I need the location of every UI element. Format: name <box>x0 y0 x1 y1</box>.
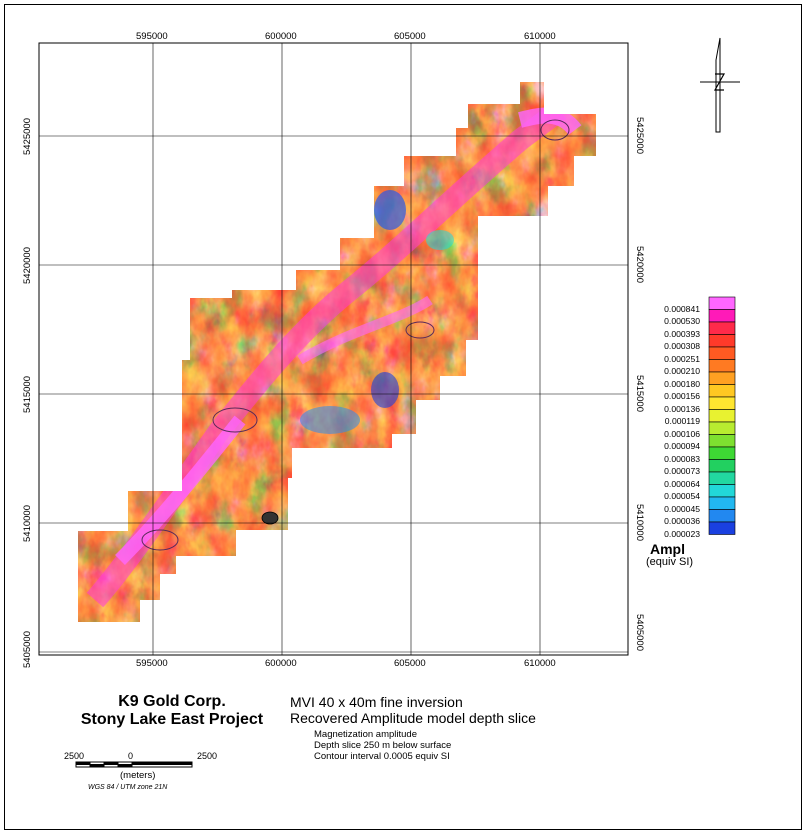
legend-swatch <box>708 396 736 410</box>
north-arrow-icon <box>700 37 740 133</box>
legend-value-label: 0.000023 <box>664 528 700 539</box>
legend-value-label: 0.000083 <box>664 453 700 464</box>
legend-swatch <box>708 459 736 473</box>
legend-value-label: 0.000530 <box>664 316 700 326</box>
legend-units: (equiv SI) <box>646 556 694 568</box>
legend-swatch <box>708 371 736 385</box>
y-tick-left-5415000: 5415000 <box>22 376 33 413</box>
coordinate-grid <box>39 43 628 655</box>
x-tick-top-610000: 610000 <box>524 31 556 42</box>
x-tick-top-595000: 595000 <box>136 31 168 42</box>
scale-right-label: 2500 <box>197 751 218 761</box>
scale-bar <box>75 761 193 768</box>
legend-swatch <box>708 471 736 485</box>
y-tick-right-5415000: 5415000 <box>634 375 645 412</box>
legend-swatch <box>708 446 736 460</box>
legend-swatch <box>708 384 736 398</box>
legend-value-label: 0.000119 <box>664 416 700 426</box>
amplitude-grid <box>78 82 596 622</box>
x-tick-bottom-610000: 610000 <box>524 658 556 669</box>
map-title-line-2: Recovered Amplitude model depth slice <box>290 710 536 726</box>
legend-swatch <box>708 509 736 523</box>
legend-value-label: 0.000045 <box>664 503 700 514</box>
legend-color-bar <box>708 296 736 535</box>
legend-title: Ampl <box>650 541 685 557</box>
legend-value-label: 0.000106 <box>664 428 700 439</box>
legend-value-label: 0.000251 <box>664 353 700 364</box>
legend-value-label: 0.000064 <box>664 478 700 489</box>
y-tick-right-5420000: 5420000 <box>634 246 645 283</box>
legend-swatch <box>708 434 736 448</box>
legend-swatch <box>708 346 736 360</box>
note-1: Magnetization amplitude <box>314 729 417 740</box>
legend-value-label: 0.000393 <box>664 328 700 339</box>
legend-value-label: 0.000073 <box>664 466 700 476</box>
x-tick-bottom-600000: 600000 <box>265 658 297 669</box>
y-tick-right-5410000: 5410000 <box>634 504 645 541</box>
y-tick-left-5405000: 5405000 <box>22 631 33 668</box>
legend-swatch <box>708 309 736 323</box>
y-tick-right-5425000: 5425000 <box>634 117 645 154</box>
legend-swatch <box>708 321 736 335</box>
y-tick-right-5405000: 5405000 <box>634 614 645 651</box>
y-tick-left-5420000: 5420000 <box>22 247 33 284</box>
x-tick-bottom-605000: 605000 <box>394 658 426 669</box>
legend-swatch <box>708 409 736 423</box>
scale-mid-label: 0 <box>128 751 134 761</box>
scale-left-label: 2500 <box>64 751 85 761</box>
legend-value-label: 0.000136 <box>664 403 700 414</box>
y-tick-left-5410000: 5410000 <box>22 505 33 542</box>
map-frame <box>4 4 802 830</box>
legend-swatch <box>708 484 736 498</box>
legend-value-label: 0.000308 <box>664 341 700 351</box>
map-notes: Magnetization amplitude Depth slice 250 … <box>314 729 451 762</box>
legend-swatch <box>708 296 736 310</box>
x-tick-top-605000: 605000 <box>394 31 426 42</box>
legend-swatch <box>708 359 736 373</box>
projection-label: WGS 84 / UTM zone 21N <box>88 784 168 791</box>
legend-value-label: 0.000054 <box>664 491 700 501</box>
project-name: Stony Lake East Project <box>80 711 264 728</box>
x-tick-top-600000: 600000 <box>265 31 297 42</box>
legend-value-label: 0.000841 <box>664 303 700 314</box>
scale-unit: (meters) <box>120 770 156 781</box>
legend-value-label: 0.000036 <box>664 516 700 526</box>
legend-value-label: 0.000180 <box>664 378 700 389</box>
title-company-project: K9 Gold Corp. Stony Lake East Project <box>62 693 282 729</box>
y-tick-left-5425000: 5425000 <box>22 118 33 155</box>
x-tick-bottom-595000: 595000 <box>136 658 168 669</box>
map-title: MVI 40 x 40m fine inversion Recovered Am… <box>290 694 536 726</box>
legend-swatch <box>708 521 736 535</box>
note-2: Depth slice 250 m below surface <box>314 740 452 751</box>
legend-value-label: 0.000210 <box>664 366 700 376</box>
legend-value-label: 0.000094 <box>664 441 700 451</box>
legend-swatch <box>708 334 736 348</box>
note-3: Contour interval 0.0005 equiv SI <box>314 751 450 762</box>
company-name: K9 Gold Corp. <box>118 693 226 710</box>
legend-swatch <box>708 421 736 435</box>
legend-swatch <box>708 496 736 510</box>
legend-value-label: 0.000156 <box>664 391 700 401</box>
map-title-line-1: MVI 40 x 40m fine inversion <box>290 694 463 710</box>
